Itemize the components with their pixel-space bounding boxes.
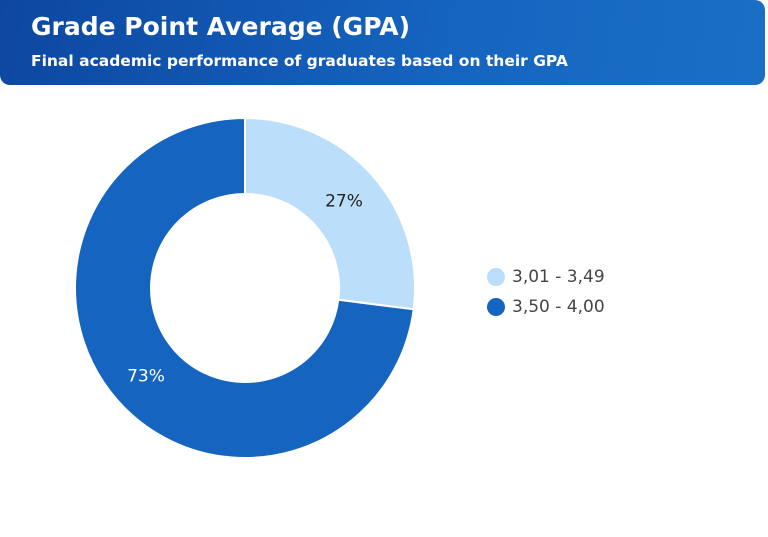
legend-label: 3,50 - 4,00 — [512, 297, 605, 317]
data-label: 73% — [127, 366, 165, 386]
chart-title: Grade Point Average (GPA) — [31, 12, 411, 41]
legend: 3,01 - 3,49 3,50 - 4,00 — [487, 262, 605, 322]
legend-swatch — [487, 298, 505, 316]
chart-subtitle: Final academic performance of graduates … — [31, 52, 568, 70]
slice-1[interactable] — [244, 116, 416, 311]
legend-item[interactable]: 3,50 - 4,00 — [487, 292, 605, 322]
slice-2[interactable] — [74, 116, 415, 459]
legend-swatch — [487, 268, 505, 286]
legend-item[interactable]: 3,01 - 3,49 — [487, 262, 605, 292]
legend-label: 3,01 - 3,49 — [512, 267, 605, 287]
data-label: 27% — [325, 192, 363, 212]
chart-header: Grade Point Average (GPA) Final academic… — [0, 0, 765, 85]
